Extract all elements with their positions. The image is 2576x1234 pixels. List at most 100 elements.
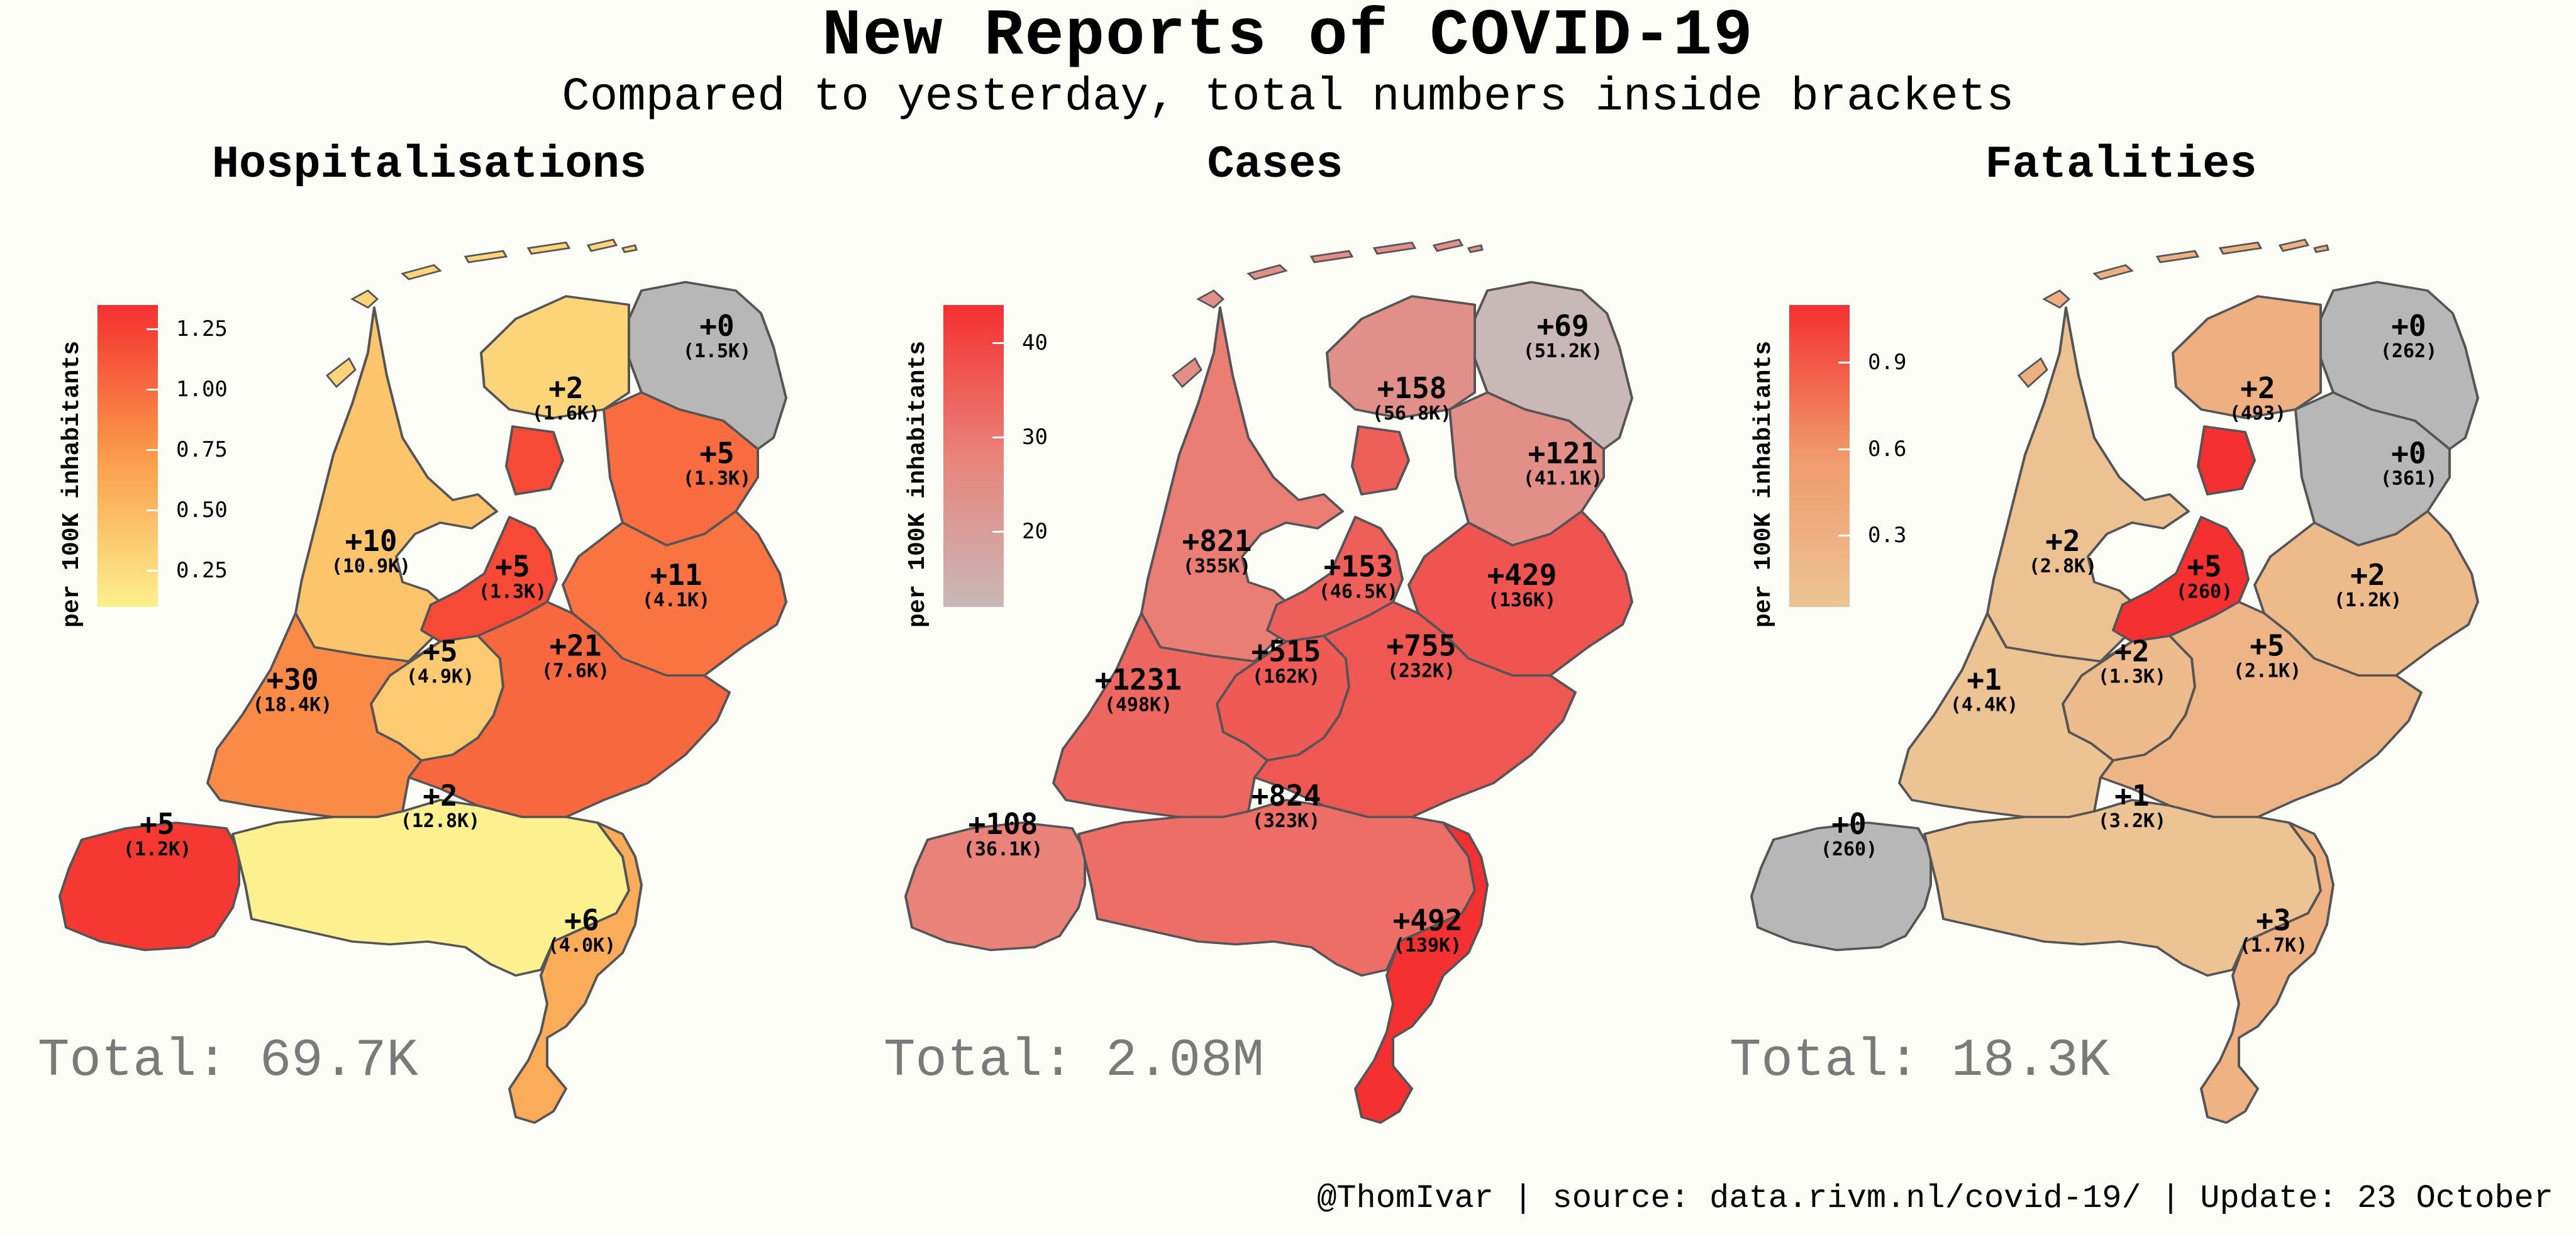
province-noord-holland <box>294 306 498 663</box>
province-total-label: (493) <box>2229 403 2286 425</box>
province-total-label: (41.1K) <box>1523 468 1602 490</box>
province-noord-holland <box>1986 306 2190 663</box>
province-change-label: +5 <box>495 550 530 584</box>
province-total-label: (51.2K) <box>1523 340 1602 362</box>
province-total-label: (12.8K) <box>401 810 480 832</box>
province-total-label: (7.6K) <box>541 660 609 682</box>
province-total-label: (2.8K) <box>2029 555 2097 577</box>
province-zeeland <box>58 821 240 952</box>
wadden-island-7 <box>2017 357 2048 389</box>
province-change-label: +492 <box>1393 903 1463 937</box>
province-change-label: +2 <box>2114 635 2149 669</box>
total-label: Total: 69.7K <box>38 1031 418 1091</box>
province-change-label: +824 <box>1252 779 1321 813</box>
province-total-label: (18.4K) <box>253 694 332 716</box>
province-total-label: (361) <box>2380 468 2437 490</box>
province-change-label: +5 <box>140 807 174 841</box>
legend-tick-label: 0.50 <box>176 497 228 523</box>
province-limburg <box>2200 821 2334 1124</box>
province-zuid-holland <box>1052 612 1287 818</box>
panel-title: Fatalities <box>1985 139 2257 191</box>
wadden-island-2 <box>1246 264 1288 281</box>
hospitalisations-map-panel: Hospitalisations +0 (1.5K) +2 (1.6K) +5 (1.3K… <box>0 126 858 1157</box>
fatalities-map-panel: Fatalities +0 (262) +2 (493) +0 (361) +2 (2.8K)… <box>1692 126 2550 1157</box>
province-groningen <box>628 281 787 450</box>
legend-tick-mark <box>1838 362 1850 364</box>
wadden-island-5 <box>586 238 618 252</box>
province-change-label: +11 <box>650 558 702 592</box>
province-total-label: (262) <box>2380 340 2437 362</box>
source-footer: @ThomIvar | source: data.rivm.nl/covid-1… <box>1317 1180 2553 1217</box>
province-change-label: +121 <box>1528 436 1598 470</box>
province-change-label: +6 <box>564 903 599 937</box>
province-change-label: +158 <box>1377 371 1447 405</box>
legend-tick-mark <box>147 389 158 391</box>
legend-tick-mark <box>147 509 158 512</box>
legend-gradient <box>943 305 1004 607</box>
province-change-label: +0 <box>699 309 734 343</box>
province-total-label: (1.2K) <box>123 838 191 860</box>
legend-tick-mark <box>992 342 1004 344</box>
wadden-island-3 <box>1309 250 1354 264</box>
province-drenthe <box>2294 391 2451 547</box>
province-total-label: (260) <box>1821 838 1877 860</box>
wadden-island-7 <box>1171 357 1202 389</box>
province-total-label: (46.5K) <box>1319 581 1398 603</box>
cases-map-panel: Cases +69 (51.2K) +158 (56.8K) +121 (41.1K) +8… <box>846 126 1704 1157</box>
province-change-label: +1 <box>1967 663 2001 697</box>
province-friesland <box>480 295 630 420</box>
province-change-label: +21 <box>549 629 601 663</box>
total-label: Total: 2.08M <box>884 1031 1264 1091</box>
panel-title: Hospitalisations <box>211 139 647 191</box>
legend-title: per 100K inhabitants <box>1750 340 1777 628</box>
wadden-island-4 <box>2218 242 2263 255</box>
province-change-label: +515 <box>1252 635 1321 669</box>
province-change-label: +2 <box>2350 558 2385 592</box>
province-change-label: +2 <box>2045 524 2080 558</box>
province-zuid-holland <box>1898 612 2133 818</box>
wadden-island-3 <box>464 250 508 264</box>
legend-tick-label: 0.6 <box>1868 436 1907 462</box>
province-change-label: +69 <box>1536 309 1589 343</box>
province-change-label: +3 <box>2256 903 2290 937</box>
province-change-label: +0 <box>1831 807 1866 841</box>
province-friesland <box>2172 295 2322 420</box>
province-noord-holland <box>1140 306 1344 663</box>
province-total-label: (3.2K) <box>2098 810 2166 832</box>
page-subtitle: Compared to yesterday, total numbers ins… <box>562 71 2014 124</box>
province-change-label: +5 <box>2250 629 2284 663</box>
province-limburg <box>508 821 643 1124</box>
province-total-label: (56.8K) <box>1372 403 1452 425</box>
legend-tick-label: 0.9 <box>1868 350 1907 375</box>
province-change-label: +5 <box>423 635 457 669</box>
panel-title: Cases <box>1207 139 1343 191</box>
province-total-label: (4.4K) <box>1950 694 2018 716</box>
page-title: New Reports of COVID-19 <box>822 0 1754 74</box>
wadden-island-6 <box>621 244 638 253</box>
province-total-label: (1.7K) <box>2240 935 2307 957</box>
province-overijssel <box>1407 510 1633 677</box>
province-change-label: +0 <box>2391 309 2426 343</box>
province-groningen <box>1474 281 1633 450</box>
province-change-label: +30 <box>266 663 318 697</box>
wadden-island-5 <box>2278 238 2310 252</box>
legend-tick-label: 20 <box>1022 519 1048 544</box>
province-total-label: (1.6K) <box>532 403 600 425</box>
province-change-label: +2 <box>423 779 457 813</box>
province-change-label: +429 <box>1487 558 1557 592</box>
province-total-label: (139K) <box>1394 935 1462 957</box>
hospitalisations-map: +0(1.5K)+2(1.6K)+5(1.3K)+10(10.9K) +5(1.3… <box>58 238 787 1124</box>
legend-tick-label: 1.25 <box>176 316 228 342</box>
legend-tick-mark <box>147 570 158 572</box>
legend-tick-label: 30 <box>1022 425 1048 450</box>
legend-gradient <box>1789 305 1850 607</box>
wadden-island-2 <box>401 264 442 281</box>
province-zeeland <box>1750 821 1932 952</box>
wadden-island-2 <box>2092 264 2134 281</box>
wadden-island-4 <box>1372 242 1417 255</box>
legend-tick-mark <box>992 436 1004 438</box>
fatalities-map: +0(262)+2(493)+0(361)+2(2.8K) +5(260) +2(1… <box>1750 238 2479 1124</box>
legend-gradient <box>97 305 158 607</box>
wadden-island-1 <box>2042 289 2071 309</box>
cases-map: +69(51.2K) +158(56.8K) +121(41.1K) +821(355… <box>904 238 1633 1124</box>
